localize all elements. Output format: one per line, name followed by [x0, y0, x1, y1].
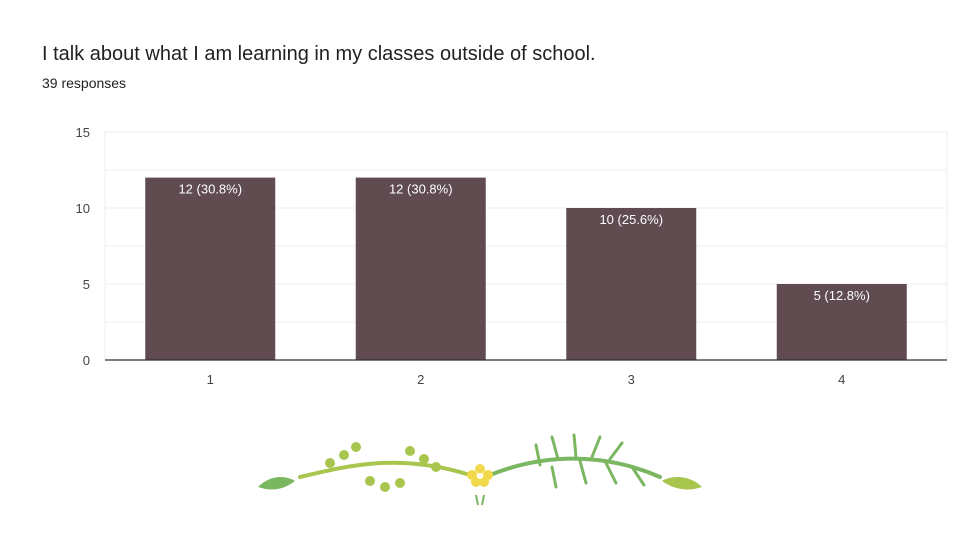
y-tick-label: 0 [83, 353, 90, 368]
x-tick-label: 3 [628, 372, 635, 387]
bar-data-label: 12 (30.8%) [178, 182, 242, 197]
question-title: I talk about what I am learning in my cl… [42, 43, 596, 65]
bar-data-label: 12 (30.8%) [389, 182, 453, 197]
bar-data-label: 10 (25.6%) [599, 212, 663, 227]
bar [355, 177, 486, 360]
x-tick-label: 1 [207, 372, 214, 387]
bar [145, 177, 276, 360]
bar [776, 284, 907, 360]
y-tick-label: 10 [76, 201, 90, 216]
bar [566, 208, 697, 360]
bar-chart: 0 5 10 15 12 (30.8%) 1 12 (30.8%) 2 10 (25.6%) 3 5… [76, 125, 948, 387]
x-tick-label: 4 [838, 372, 845, 387]
response-count: 39 responses [42, 75, 127, 91]
bar-data-label: 5 (12.8%) [814, 288, 870, 303]
y-tick-label: 5 [83, 277, 90, 292]
x-tick-label: 2 [417, 372, 424, 387]
floral-vine-ornament [258, 433, 702, 506]
y-tick-label: 15 [76, 125, 90, 140]
